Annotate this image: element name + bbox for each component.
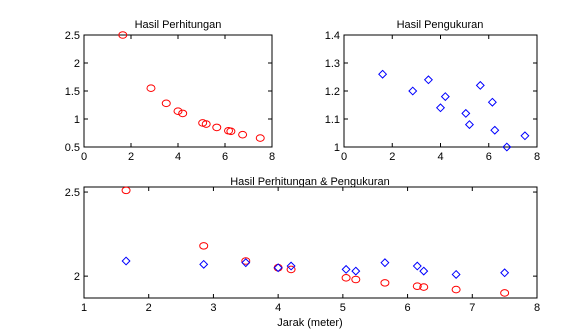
chart-title: Hasil Pengukuran <box>397 19 484 31</box>
axes-frame <box>343 34 538 148</box>
data-point-diamond <box>490 125 500 135</box>
y-tick-label: 2.5 <box>65 30 80 42</box>
data-point-diamond <box>500 268 510 278</box>
data-point-diamond <box>487 97 497 107</box>
subplot-hasil-perhitungan: Hasil Perhitungan 0 2 4 6 8 0.5 1 1.5 2 2.5 <box>65 19 275 163</box>
x-tick-label: 0 <box>81 151 87 163</box>
x-tick-label: 8 <box>534 151 540 163</box>
x-tick-label: 6 <box>222 151 228 163</box>
data-point-diamond <box>286 261 296 271</box>
data-point-circle <box>412 282 422 291</box>
y-tick-label: 0.5 <box>65 142 80 154</box>
data-point-circle <box>212 123 222 132</box>
data-point-circle <box>199 242 209 250</box>
data-point-diamond <box>475 80 485 90</box>
x-tick-label: 2 <box>389 151 395 163</box>
data-point-diamond <box>341 264 351 274</box>
data-point-diamond <box>199 259 209 269</box>
y-tick-label: 1 <box>334 142 340 154</box>
data-point-diamond <box>412 261 422 271</box>
x-tick-label: 4 <box>437 151 443 163</box>
x-tick-label: 4 <box>275 302 281 314</box>
axes-frame <box>83 186 538 299</box>
data-point-circle <box>286 265 296 274</box>
data-point-circle <box>146 84 156 92</box>
data-point-diamond <box>351 266 361 276</box>
data-point-circle <box>118 31 128 39</box>
data-point-diamond <box>378 69 388 79</box>
data-point-diamond <box>419 266 429 276</box>
data-point-circle <box>380 279 390 287</box>
data-point-circle <box>419 283 429 291</box>
y-tick-label: 2 <box>74 58 80 70</box>
data-marks <box>121 186 510 297</box>
data-point-circle <box>161 99 171 108</box>
data-point-diamond <box>241 258 251 268</box>
x-tick-label: 2 <box>146 302 152 314</box>
y-tick-label: 2.5 <box>65 187 80 199</box>
data-point-diamond <box>464 120 474 130</box>
x-tick-label: 5 <box>340 302 346 314</box>
data-point-diamond <box>435 103 446 113</box>
y-tick-label: 1.2 <box>325 86 340 98</box>
x-tick-label: 3 <box>210 302 216 314</box>
ticks: 1 2 3 4 5 6 7 8 2 2.5 <box>65 187 540 314</box>
data-point-circle <box>173 107 183 115</box>
subplot-hasil-pengukuran: Hasil Pengukuran 0 2 4 6 8 1 1.1 1.2 1.3 1.4 <box>325 19 540 163</box>
data-point-diamond <box>440 92 450 102</box>
data-point-circle <box>226 127 236 136</box>
data-marks <box>378 69 530 152</box>
x-axis-label: Jarak (meter) <box>277 317 342 329</box>
data-point-circle <box>255 134 265 142</box>
data-point-circle <box>238 130 248 139</box>
data-point-circle <box>178 109 188 118</box>
y-tick-label: 2 <box>74 271 80 283</box>
data-point-circle <box>241 257 251 265</box>
data-point-diamond <box>502 142 512 152</box>
axes-frame <box>83 34 273 148</box>
y-tick-label: 1 <box>74 114 80 126</box>
x-tick-label: 6 <box>405 302 411 314</box>
data-point-diamond <box>461 108 471 118</box>
ticks: 0 2 4 6 8 1 1.1 1.2 1.3 1.4 <box>325 30 540 163</box>
data-point-diamond <box>408 86 418 96</box>
data-point-circle <box>341 274 351 282</box>
y-tick-label: 1.5 <box>65 86 80 98</box>
x-tick-label: 6 <box>486 151 492 163</box>
data-point-diamond <box>520 131 530 141</box>
x-tick-label: 4 <box>175 151 181 163</box>
data-point-diamond <box>451 269 461 279</box>
data-point-circle <box>351 275 361 284</box>
x-tick-label: 0 <box>341 151 347 163</box>
data-point-diamond <box>423 75 433 85</box>
data-point-diamond <box>273 263 283 273</box>
y-tick-label: 1.1 <box>325 114 340 126</box>
x-tick-label: 8 <box>534 302 540 314</box>
ticks: 0 2 4 6 8 0.5 1 1.5 2 2.5 <box>65 30 275 163</box>
data-point-circle <box>500 289 510 297</box>
data-point-circle <box>201 120 211 128</box>
x-tick-label: 7 <box>469 302 475 314</box>
data-point-circle <box>121 186 131 195</box>
data-point-diamond <box>380 258 390 268</box>
chart-title: Hasil Perhitungan & Pengukuran <box>230 176 390 188</box>
data-marks <box>118 31 265 142</box>
y-tick-label: 1.4 <box>325 30 340 42</box>
x-tick-label: 8 <box>269 151 275 163</box>
x-tick-label: 2 <box>128 151 134 163</box>
subplot-hasil-perhitungan-pengukuran: Hasil Perhitungan & Pengukuran Jarak (me… <box>65 176 540 329</box>
data-point-circle <box>451 285 461 294</box>
x-tick-label: 1 <box>81 302 87 314</box>
chart-title: Hasil Perhitungan <box>135 19 222 31</box>
y-tick-label: 1.3 <box>325 58 340 70</box>
data-point-diamond <box>121 256 131 266</box>
